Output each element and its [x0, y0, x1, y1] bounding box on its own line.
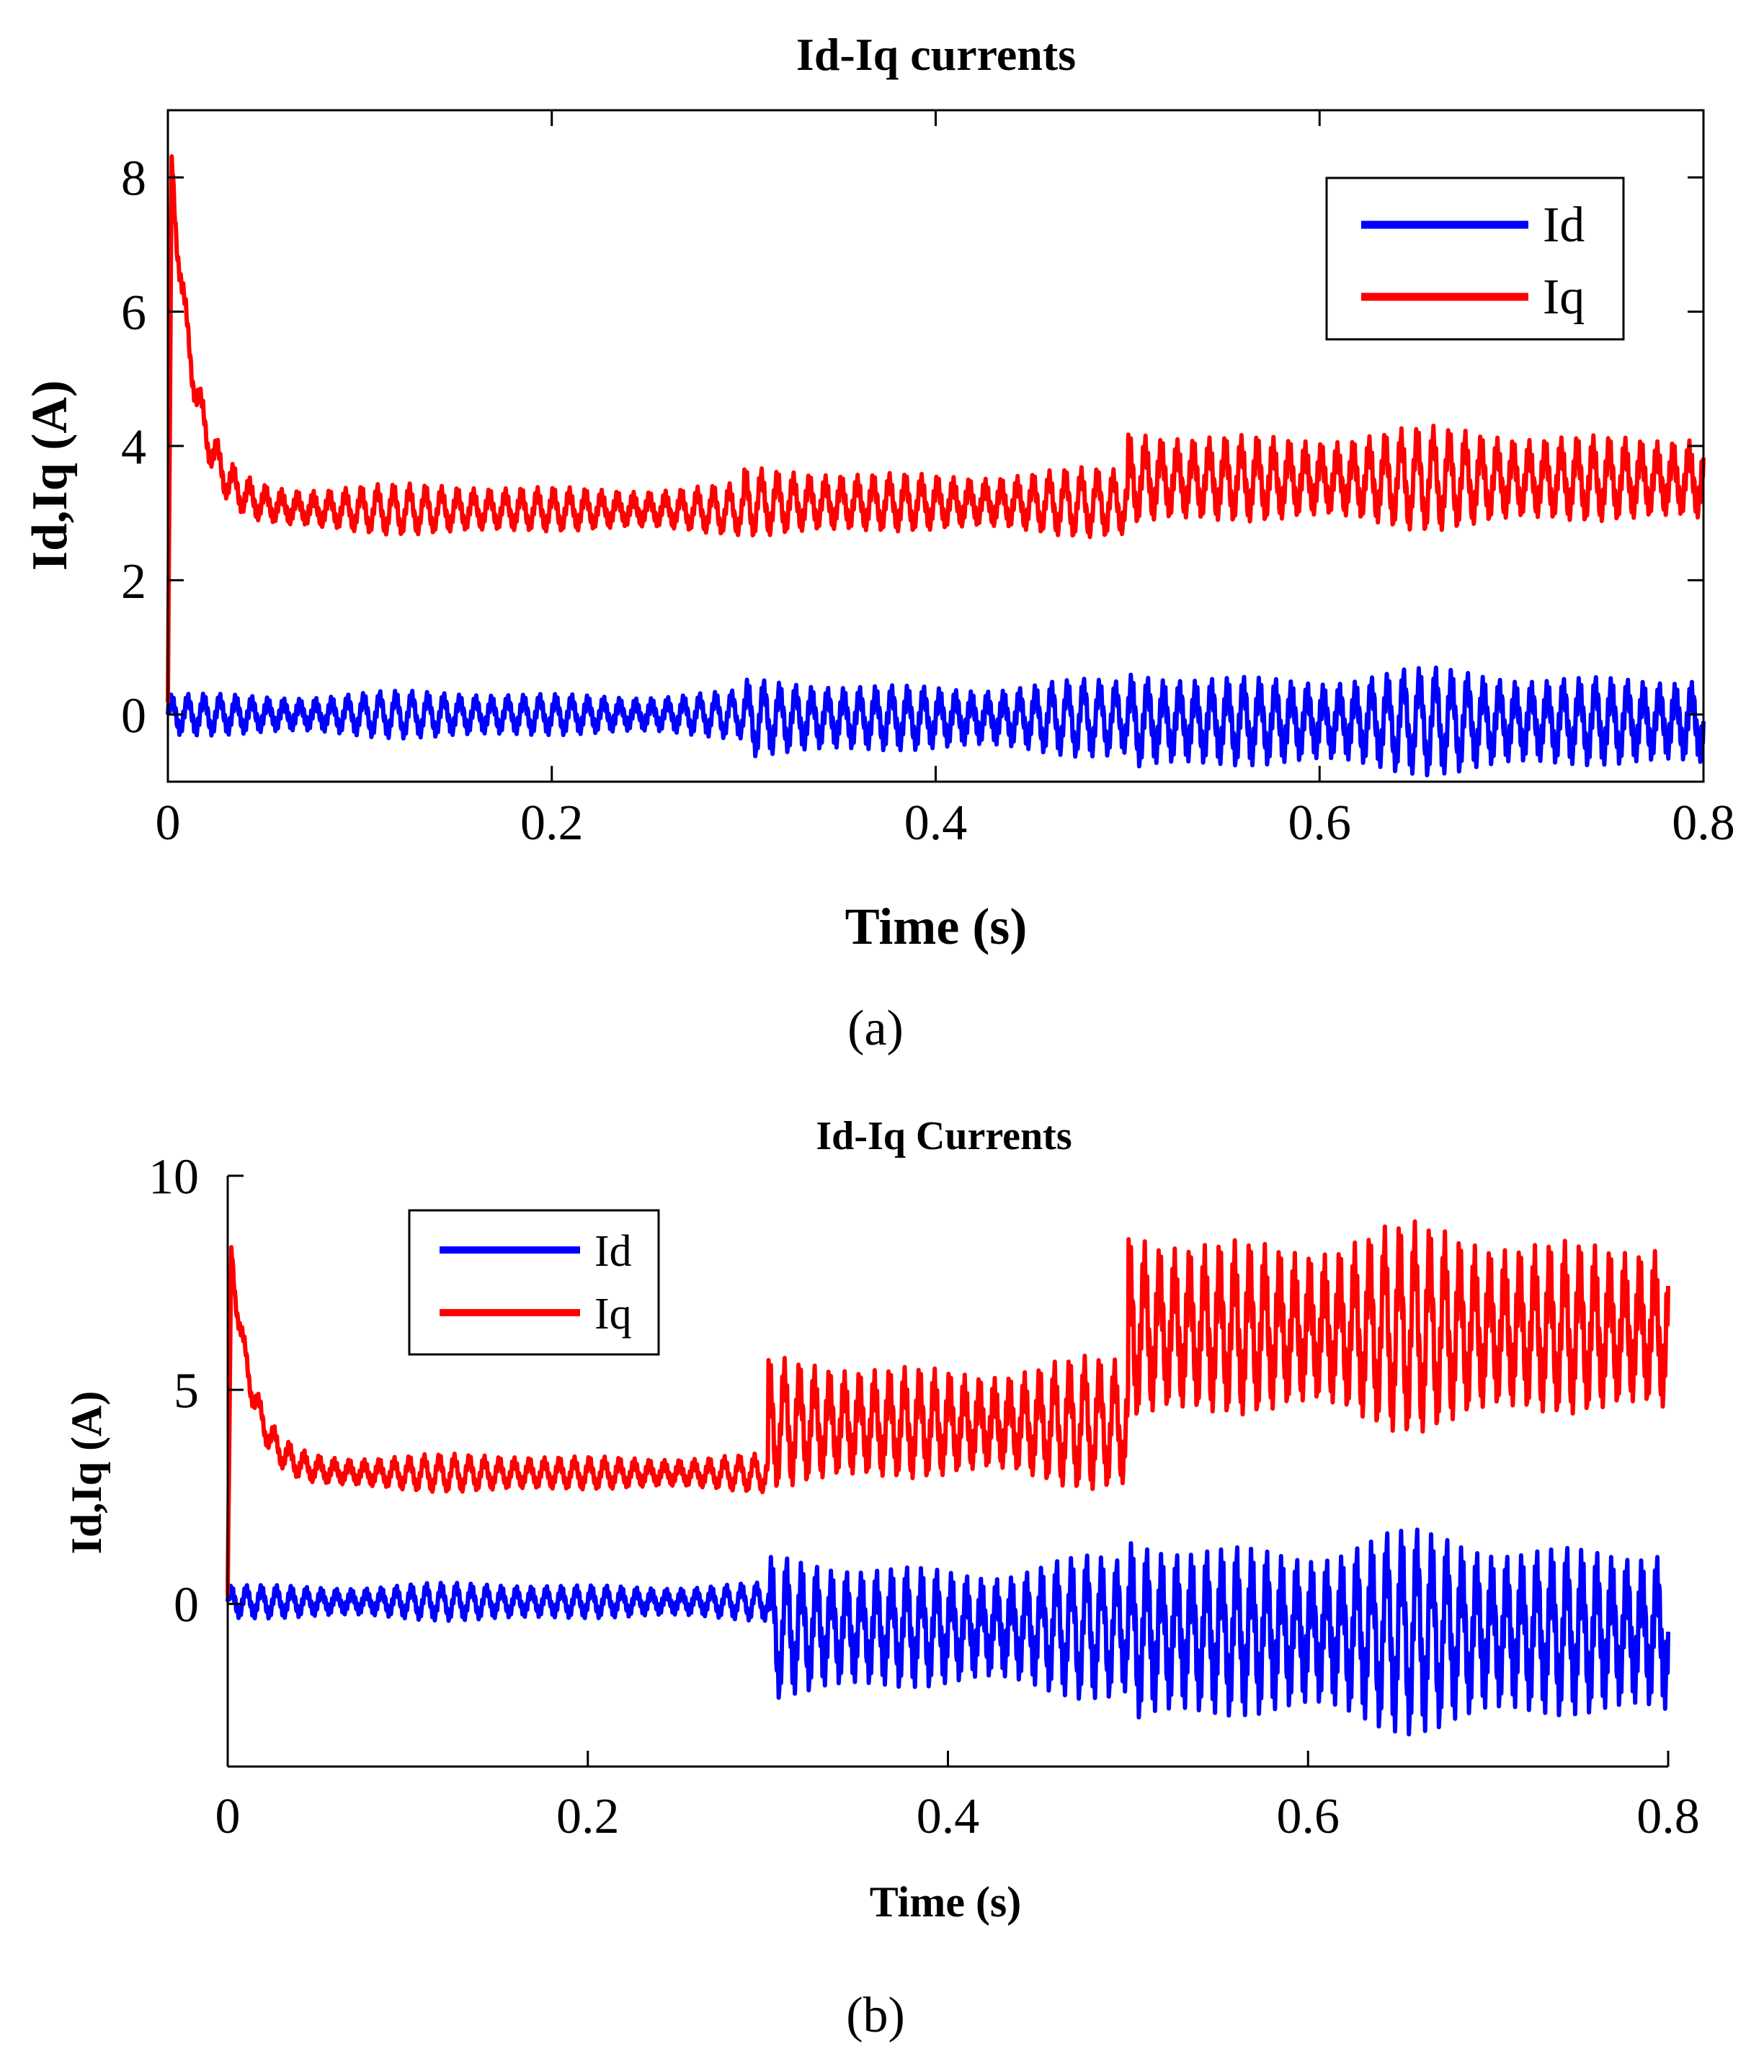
x-axis-label-a: Time (s) — [845, 898, 1028, 955]
traces-b — [226, 1219, 1670, 1737]
legend-b: Id Iq — [408, 1209, 660, 1356]
x-tick-label-a: 0.6 — [1288, 795, 1352, 851]
y-tick-label-a: 0 — [121, 688, 146, 743]
x-tick-label-b: 0 — [215, 1789, 241, 1844]
traces-a — [166, 154, 1706, 777]
y-axis-label-b: Id,Iq (A) — [63, 1391, 110, 1555]
x-tick-label-a: 0.2 — [520, 795, 584, 851]
chart-title-b: Id-Iq Currents — [816, 1114, 1072, 1158]
caption-b: (b) — [846, 1988, 905, 2043]
caption-a: (a) — [847, 1001, 904, 1056]
x-tick-label-a: 0.8 — [1672, 795, 1735, 851]
y-tick-label-b: 0 — [174, 1578, 199, 1633]
chart-title-a: Id-Iq currents — [796, 29, 1076, 80]
x-axis-label-b: Time (s) — [870, 1878, 1022, 1926]
x-tick-label-a: 0 — [156, 795, 181, 851]
series-iq-b — [226, 1219, 1670, 1596]
legend-label-id-b: Id — [594, 1227, 632, 1276]
legend-label-id-a: Id — [1543, 197, 1585, 253]
x-tick-label-b: 0.6 — [1277, 1789, 1340, 1844]
series-id-a — [166, 665, 1706, 777]
y-tick-label-a: 2 — [121, 554, 146, 609]
legend-label-iq-a: Iq — [1543, 269, 1585, 325]
y-tick-label-b: 5 — [174, 1364, 199, 1419]
chart-panel-b: Id-Iq Currents 0 0.2 0.4 0.6 0.8 0 5 10 Time (s… — [63, 1114, 1700, 2043]
x-tick-label-b: 0.4 — [917, 1789, 980, 1844]
y-tick-label-a: 8 — [121, 151, 146, 207]
legend-box-b — [408, 1209, 660, 1356]
ticks-a: 0 0.2 0.4 0.6 0.8 0 2 4 6 8 — [121, 110, 1735, 851]
legend-box-a — [1325, 177, 1625, 341]
x-tick-label-a: 0.4 — [904, 795, 968, 851]
series-id-b — [226, 1527, 1670, 1737]
x-tick-label-b: 0.2 — [556, 1789, 620, 1844]
y-tick-label-b: 10 — [148, 1150, 199, 1205]
y-tick-label-a: 4 — [121, 420, 146, 475]
legend-label-iq-b: Iq — [594, 1290, 632, 1339]
y-tick-label-a: 6 — [121, 285, 146, 341]
y-axis-label-a: Id,Iq (A) — [22, 380, 78, 571]
legend-a: Id Iq — [1325, 177, 1625, 341]
chart-panel-a: Id-Iq currents 0 0.2 0.4 0.6 0.8 0 2 4 6 8 Time (… — [22, 29, 1735, 1056]
series-iq-a — [166, 154, 1706, 703]
x-tick-label-b: 0.8 — [1636, 1789, 1700, 1844]
ticks-b: 0 0.2 0.4 0.6 0.8 0 5 10 — [148, 1150, 1700, 1845]
